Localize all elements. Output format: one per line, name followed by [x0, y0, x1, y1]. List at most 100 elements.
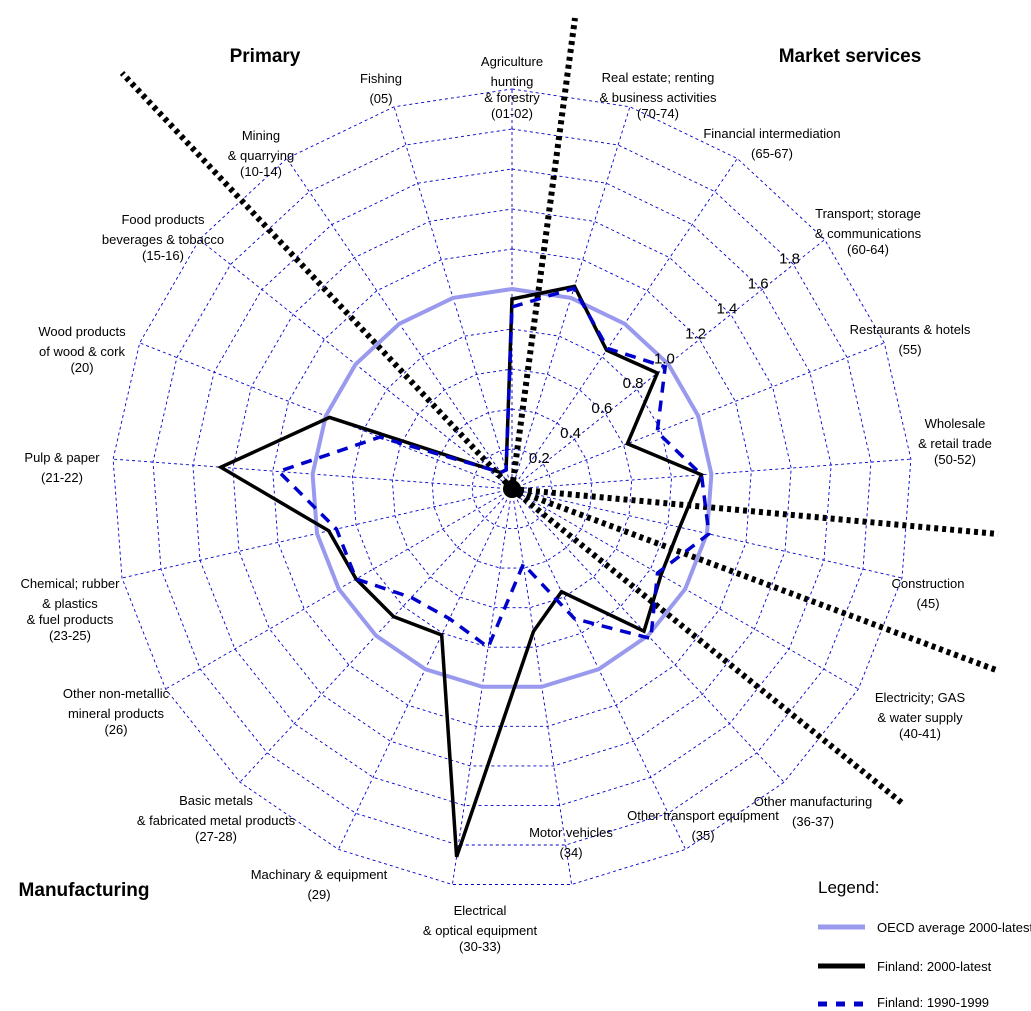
category-label-line: Mining [242, 128, 280, 143]
category-label-line: (36-37) [792, 814, 834, 829]
category-labels: Agriculture hunting & forestry (01-02) Real … [21, 54, 992, 954]
category-label: Real estate; renting & business activitie… [599, 70, 717, 121]
category-label-line: & forestry [484, 90, 540, 105]
category-label-line: (70-74) [637, 106, 679, 121]
category-label-line: (26) [104, 722, 127, 737]
category-label-line: Wood products [38, 324, 126, 339]
category-label: Wood products of wood & cork (20) [38, 324, 126, 375]
category-label-line: (21-22) [41, 470, 83, 485]
category-label-line: & quarrying [228, 148, 294, 163]
category-label-line: & retail trade [918, 436, 992, 451]
category-label: Basic metals & fabricated metal products(… [137, 793, 296, 844]
category-label-line: Wholesale [925, 416, 986, 431]
legend-label-oecd: OECD average 2000-latest [877, 920, 1031, 935]
category-label-line: (20) [70, 360, 93, 375]
category-label-line: Electrical [454, 903, 507, 918]
sector-dividers [119, 17, 999, 806]
tick-label: 1.4 [716, 300, 737, 317]
group-label-primary: Primary [230, 46, 301, 67]
category-label-line: (35) [691, 828, 714, 843]
category-label-line: (55) [898, 342, 921, 357]
grid-ring [272, 248, 752, 727]
category-label: Chemical; rubber & plastics & fuel product… [21, 576, 121, 643]
category-label-line: (23-25) [49, 628, 91, 643]
grid-ring [391, 368, 633, 609]
category-label-line: (40-41) [899, 726, 941, 741]
tick-label: 0.2 [529, 450, 550, 467]
center-point [503, 480, 521, 498]
category-label: Other non-metallic mineral products (26) [63, 686, 170, 737]
category-label: Other manufacturing (36-37) [754, 794, 873, 829]
category-label-line: (34) [559, 845, 582, 860]
category-label: Other transport equipment (35) [627, 808, 779, 843]
category-label-line: & fabricated metal products [137, 813, 296, 828]
category-label: Transport; storage & communications (60-64… [815, 206, 922, 257]
category-label-line: Transport; storage [815, 206, 921, 221]
category-label-line: (29) [307, 887, 330, 902]
category-label-line: Fishing [360, 71, 402, 86]
category-label-line: (27-28) [195, 829, 237, 844]
category-label: Financial intermediation (65-67) [703, 126, 840, 161]
series-polygon-3 [275, 286, 711, 650]
category-label-line: (60-64) [847, 242, 889, 257]
category-label-line: Other manufacturing [754, 794, 873, 809]
category-label-line: Construction [892, 576, 965, 591]
legend-label-finland-2000: Finland: 2000-latest [877, 959, 992, 974]
category-label: Wholesale & retail trade (50-52) [918, 416, 992, 467]
category-label-line: Financial intermediation [703, 126, 840, 141]
category-label: Construction (45) [892, 576, 965, 611]
sector-divider [510, 486, 998, 673]
category-label-line: Other non-metallic [63, 686, 170, 701]
grid-ring [192, 168, 832, 806]
category-label-line: Basic metals [179, 793, 253, 808]
group-label-market-services: Market services [779, 46, 922, 67]
category-label-line: (05) [369, 91, 392, 106]
category-label-line: Chemical; rubber [21, 576, 121, 591]
series-polygon-1 [310, 286, 714, 689]
category-label: Electrical & optical equipment (30-33) [423, 903, 538, 954]
category-label-line: (30-33) [459, 939, 501, 954]
series-polygon-2 [217, 284, 704, 858]
category-label: Food products beverages & tobacco (15-16) [102, 212, 224, 263]
tick-label: 1.6 [748, 276, 769, 293]
sector-divider [511, 486, 999, 537]
category-label-line: mineral products [68, 706, 165, 721]
category-label: Electricity; GAS & water supply (40-41) [875, 690, 966, 741]
legend-label-finland-1990: Finland: 1990-1999 [877, 995, 989, 1010]
category-label: Machinary & equipment (29) [251, 867, 388, 902]
category-label-line: & plastics [42, 596, 98, 611]
grid-ring [232, 208, 792, 767]
category-label-line: Other transport equipment [627, 808, 779, 823]
sector-divider [509, 17, 578, 490]
legend: Legend: OECD average 2000-latest Finland… [818, 878, 1031, 1010]
category-label-line: Machinary & equipment [251, 867, 388, 882]
tick-label: 0.6 [591, 400, 612, 417]
tick-label: 1.8 [779, 251, 800, 268]
category-label-line: beverages & tobacco [102, 232, 224, 247]
tick-label: 0.4 [560, 425, 581, 442]
tick-label: 1.0 [654, 350, 675, 367]
category-label: Fishing (05) [360, 71, 402, 106]
radial-tick-labels: 0.2 0.4 0.6 0.8 1.0 1.2 1.4 1.6 1.8 [529, 251, 800, 468]
category-label: Pulp & paper (21-22) [24, 450, 100, 485]
category-label-line: Electricity; GAS [875, 690, 966, 705]
grid-ring [351, 328, 673, 648]
category-label-line: (10-14) [240, 164, 282, 179]
category-label-line: (45) [916, 596, 939, 611]
category-label-line: & business activities [599, 90, 717, 105]
category-label-line: (15-16) [142, 248, 184, 263]
category-label-line: (01-02) [491, 106, 533, 121]
sector-divider [510, 486, 904, 806]
category-label-line: hunting [491, 74, 534, 89]
category-label-line: & communications [815, 226, 922, 241]
category-label-line: & fuel products [27, 612, 114, 627]
tick-label: 0.8 [623, 375, 644, 392]
legend-title: Legend: [818, 878, 879, 897]
category-label-line: & water supply [877, 710, 963, 725]
group-label-manufacturing: Manufacturing [19, 880, 150, 901]
category-label-line: (50-52) [934, 452, 976, 467]
category-label-line: Motor vehicles [529, 825, 613, 840]
category-label-line: Agriculture [481, 54, 543, 69]
category-label-line: & optical equipment [423, 923, 538, 938]
